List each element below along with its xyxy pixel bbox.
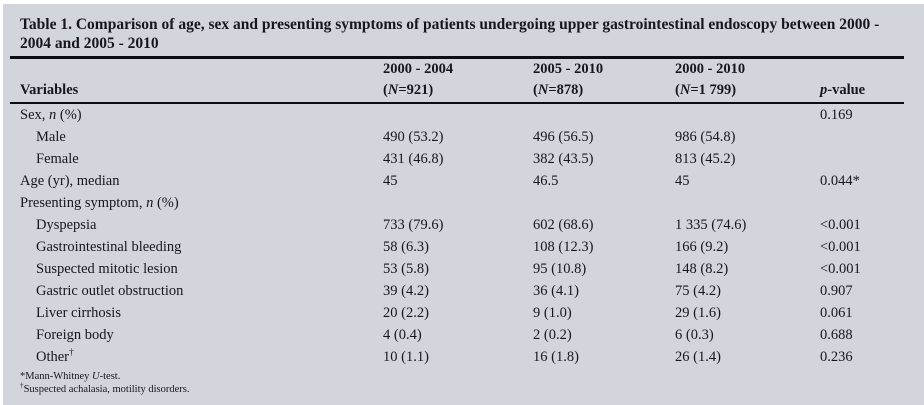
cell-2005-2010: 108 (12.3): [533, 239, 594, 255]
cell-2000-2010: [675, 104, 820, 126]
column-header-pvalue: p-value: [820, 82, 866, 98]
cell-2000-2010: 986 (54.8): [675, 129, 736, 145]
cell-pvalue: [820, 148, 904, 170]
cell-2000-2004: 20 (2.2): [383, 305, 429, 321]
cell-2000-2010: 29 (1.6): [675, 305, 721, 321]
header-row-periods: 2000 - 2004 2005 - 2010 2000 - 2010: [10, 59, 904, 80]
table-row: Sex, n (%) 0.169: [10, 104, 904, 126]
table-row: Suspected mitotic lesion 53 (5.8) 95 (10…: [10, 258, 904, 280]
row-label: Other†: [36, 347, 74, 365]
table-row: Age (yr), median 45 46.5 45 0.044*: [10, 170, 904, 192]
cell-2005-2010: 602 (68.6): [533, 217, 594, 233]
cell-2000-2004: [383, 192, 533, 214]
table-row: Other† 10 (1.1) 16 (1.8) 26 (1.4) 0.236: [10, 346, 904, 368]
row-label: Age (yr), median: [20, 173, 120, 189]
cell-2000-2004: 4 (0.4): [383, 327, 422, 343]
row-label: Gastrointestinal bleeding: [36, 239, 182, 255]
cell-2005-2010: 95 (10.8): [533, 261, 587, 277]
cell-2005-2010: 2 (0.2): [533, 327, 572, 343]
cell-pvalue: 0.169: [820, 107, 853, 123]
column-header-variables: Variables: [20, 82, 79, 98]
cell-2000-2010: 148 (8.2): [675, 261, 729, 277]
cell-2000-2004: 431 (46.8): [383, 151, 444, 167]
cell-pvalue: <0.001: [820, 217, 861, 233]
header-spacer: [10, 59, 383, 80]
row-label: Liver cirrhosis: [36, 305, 121, 321]
table-row: Liver cirrhosis 20 (2.2) 9 (1.0) 29 (1.6…: [10, 302, 904, 324]
column-header-period-2: 2005 - 2010: [533, 61, 604, 77]
row-label: Foreign body: [36, 327, 114, 343]
table-title: Table 1. Comparison of age, sex and pres…: [20, 16, 880, 52]
cell-2000-2010: 1 335 (74.6): [675, 217, 747, 233]
cell-pvalue: <0.001: [820, 239, 861, 255]
cell-2000-2010: 75 (4.2): [675, 283, 721, 299]
header-spacer: [820, 59, 904, 80]
cell-2005-2010: [533, 104, 675, 126]
cell-2005-2010: 46.5: [533, 173, 559, 189]
table-row: Gastrointestinal bleeding 58 (6.3) 108 (…: [10, 236, 904, 258]
rule-under-header: [10, 102, 904, 104]
cell-2005-2010: 496 (56.5): [533, 129, 594, 145]
table-row: Dyspepsia 733 (79.6) 602 (68.6) 1 335 (7…: [10, 214, 904, 236]
table-row: Male 490 (53.2) 496 (56.5) 986 (54.8): [10, 126, 904, 148]
row-label: Male: [36, 129, 66, 145]
cell-pvalue: [820, 192, 904, 214]
header-row-ns: Variables (N=921) (N=878) (N=1 799) p-va…: [10, 80, 904, 101]
table-card: Table 1. Comparison of age, sex and pres…: [3, 4, 924, 405]
cell-2005-2010: 36 (4.1): [533, 283, 579, 299]
cell-2000-2010: 166 (9.2): [675, 239, 729, 255]
table-row: Presenting symptom, n (%): [10, 192, 904, 214]
cell-pvalue: 0.236: [820, 349, 853, 365]
cell-2005-2010: 382 (43.5): [533, 151, 594, 167]
cell-pvalue: [820, 126, 904, 148]
cell-pvalue: <0.001: [820, 261, 861, 277]
cell-2000-2010: 26 (1.4): [675, 349, 721, 365]
footnote-other: †Suspected achalasia, motility disorders…: [20, 381, 190, 395]
cell-2000-2004: 53 (5.8): [383, 261, 429, 277]
row-label: Presenting symptom, n (%): [20, 195, 179, 211]
column-header-period-1: 2000 - 2004: [383, 61, 454, 77]
cell-pvalue: 0.907: [820, 283, 853, 299]
column-header-n-3: (N=1 799): [675, 82, 737, 98]
row-label: Gastric outlet obstruction: [36, 283, 184, 299]
cell-2000-2004: 58 (6.3): [383, 239, 429, 255]
table-body: Sex, n (%) 0.169 Male 490 (53.2) 496 (56…: [10, 104, 914, 368]
cell-2000-2010: 6 (0.3): [675, 327, 714, 343]
column-header-n-1: (N=921): [383, 82, 434, 98]
cell-2000-2004: 733 (79.6): [383, 217, 444, 233]
footnotes: *Mann-Whitney U-test. †Suspected achalas…: [20, 370, 914, 396]
table-row: Foreign body 4 (0.4) 2 (0.2) 6 (0.3) 0.6…: [10, 324, 904, 346]
cell-pvalue: 0.061: [820, 305, 853, 321]
row-label: Dyspepsia: [36, 217, 97, 233]
row-label: Suspected mitotic lesion: [36, 261, 178, 277]
cell-pvalue: 0.688: [820, 327, 853, 343]
column-header-n-2: (N=878): [533, 82, 584, 98]
cell-2005-2010: [533, 192, 675, 214]
rule-under-title: [10, 56, 904, 59]
footnote-mann-whitney: *Mann-Whitney U-test.: [20, 371, 121, 382]
cell-pvalue: 0.044*: [820, 173, 860, 189]
cell-2000-2004: 39 (4.2): [383, 283, 429, 299]
column-header-period-3: 2000 - 2010: [675, 61, 746, 77]
cell-2000-2004: 45: [383, 173, 398, 189]
cell-2000-2010: 45: [675, 173, 690, 189]
row-label: Female: [36, 151, 79, 167]
cell-2000-2010: 813 (45.2): [675, 151, 736, 167]
cell-2005-2010: 16 (1.8): [533, 349, 579, 365]
cell-2000-2004: [383, 104, 533, 126]
cell-2000-2004: 490 (53.2): [383, 129, 444, 145]
cell-2005-2010: 9 (1.0): [533, 305, 572, 321]
cell-2000-2010: [675, 192, 820, 214]
table-row: Female 431 (46.8) 382 (43.5) 813 (45.2): [10, 148, 904, 170]
row-label: Sex, n (%): [20, 107, 82, 123]
table-row: Gastric outlet obstruction 39 (4.2) 36 (…: [10, 280, 904, 302]
cell-2000-2004: 10 (1.1): [383, 349, 429, 365]
